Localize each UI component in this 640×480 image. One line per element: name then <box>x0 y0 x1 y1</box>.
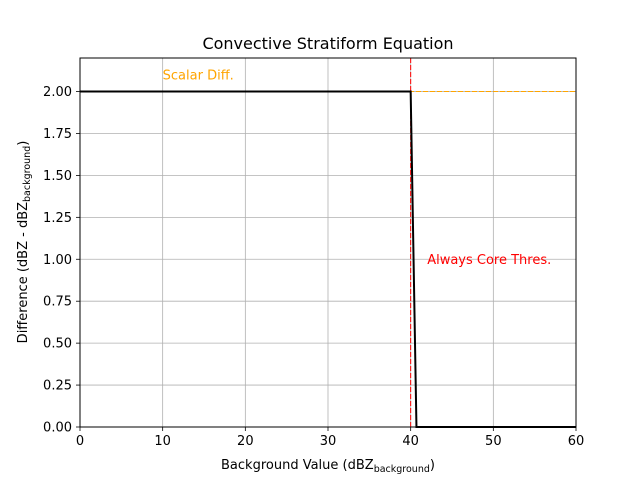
x-tick-label: 0 <box>76 434 84 449</box>
y-tick-label: 1.75 <box>43 127 72 142</box>
y-tick-label: 0.00 <box>43 421 72 436</box>
x-axis-label: Background Value (dBZbackground) <box>221 458 435 475</box>
y-tick-label: 2.00 <box>43 85 72 100</box>
x-tick-label: 50 <box>485 434 502 449</box>
y-tick-label: 1.00 <box>43 253 72 268</box>
x-tick-label: 30 <box>320 434 337 449</box>
x-tick-label: 20 <box>237 434 254 449</box>
y-tick-label: 1.25 <box>43 211 72 226</box>
y-tick-label: 0.50 <box>43 337 72 352</box>
y-tick-label: 0.25 <box>43 379 72 394</box>
y-tick-label: 0.75 <box>43 295 72 310</box>
x-axis-ticks: 0 10 20 30 40 50 60 <box>76 427 584 449</box>
x-tick-label: 60 <box>568 434 585 449</box>
y-axis-label: Difference (dBZ - dBZbackground) <box>16 141 33 344</box>
annotations: Scalar Diff. Always Core Thres. <box>163 68 552 268</box>
scalar-diff-label: Scalar Diff. <box>163 68 234 83</box>
y-tick-label: 1.50 <box>43 169 72 184</box>
y-axis-ticks: 0.00 0.25 0.50 0.75 1.00 1.25 1.50 1.75 2.00 <box>43 85 80 436</box>
chart-title: Convective Stratiform Equation <box>202 34 453 53</box>
x-tick-label: 10 <box>154 434 171 449</box>
core-threshold-label: Always Core Thres. <box>427 253 551 268</box>
x-tick-label: 40 <box>402 434 419 449</box>
